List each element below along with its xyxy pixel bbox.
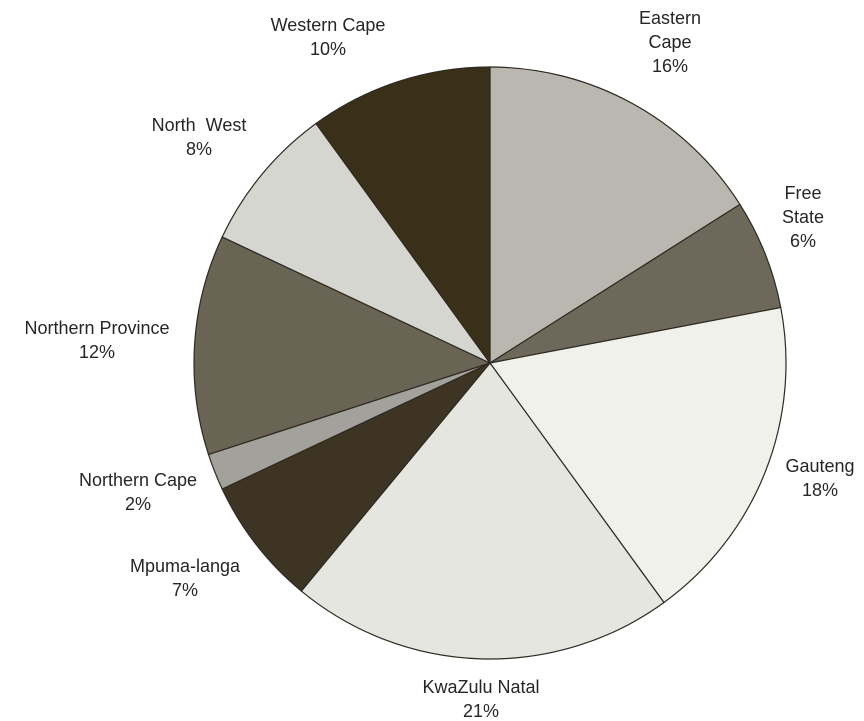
slice-name-line-free-state: State [782, 207, 824, 227]
slice-name-line-gauteng: Gauteng [785, 456, 854, 476]
pie-labels: Eastern Cape 16% Free State 6% Gauteng 18% KwaZu… [24, 8, 854, 721]
slice-percent-northern-cape: 2% [125, 494, 151, 514]
pie-slices [193, 66, 787, 660]
slice-name-line-eastern-cape: Eastern [639, 8, 701, 28]
slice-percent-north-west: 8% [186, 139, 212, 159]
slice-name-line-kwazulu-natal: KwaZulu Natal [422, 677, 539, 697]
slice-name-line-free-state: Free [784, 183, 821, 203]
slice-label-northern-province: Northern Province 12% [24, 318, 169, 362]
slice-mpuma-langa [221, 362, 491, 592]
slice-name-line-north-west: North West [152, 115, 247, 135]
slice-name-line-western-cape: Western Cape [271, 15, 386, 35]
slice-label-north-west: North West 8% [152, 115, 247, 159]
slice-name-line-mpuma-langa: Mpuma-langa [130, 556, 241, 576]
slice-eastern-cape [489, 66, 741, 365]
slice-percent-free-state: 6% [790, 231, 816, 251]
slice-label-western-cape: Western Cape 10% [271, 15, 386, 59]
slice-label-northern-cape: Northern Cape 2% [79, 470, 197, 514]
slice-label-mpuma-langa: Mpuma-langa 7% [130, 556, 241, 600]
slice-percent-kwazulu-natal: 21% [463, 701, 499, 721]
slice-label-eastern-cape: Eastern Cape 16% [639, 8, 701, 76]
slice-western-cape [315, 66, 491, 365]
slice-percent-northern-province: 12% [79, 342, 115, 362]
slice-name-line-eastern-cape: Cape [648, 32, 691, 52]
slice-percent-eastern-cape: 16% [652, 56, 688, 76]
slice-percent-mpuma-langa: 7% [172, 580, 198, 600]
slice-northern-province [193, 236, 492, 456]
slice-label-free-state: Free State 6% [782, 183, 824, 251]
slice-percent-western-cape: 10% [310, 39, 346, 59]
slice-name-line-northern-province: Northern Province [24, 318, 169, 338]
slice-gauteng [488, 306, 787, 604]
slice-label-gauteng: Gauteng 18% [785, 456, 854, 500]
slice-percent-gauteng: 18% [802, 480, 838, 500]
slice-north-west [221, 122, 491, 364]
slice-label-kwazulu-natal: KwaZulu Natal 21% [422, 677, 539, 721]
slice-name-line-northern-cape: Northern Cape [79, 470, 197, 490]
slice-kwazulu-natal [300, 362, 665, 660]
